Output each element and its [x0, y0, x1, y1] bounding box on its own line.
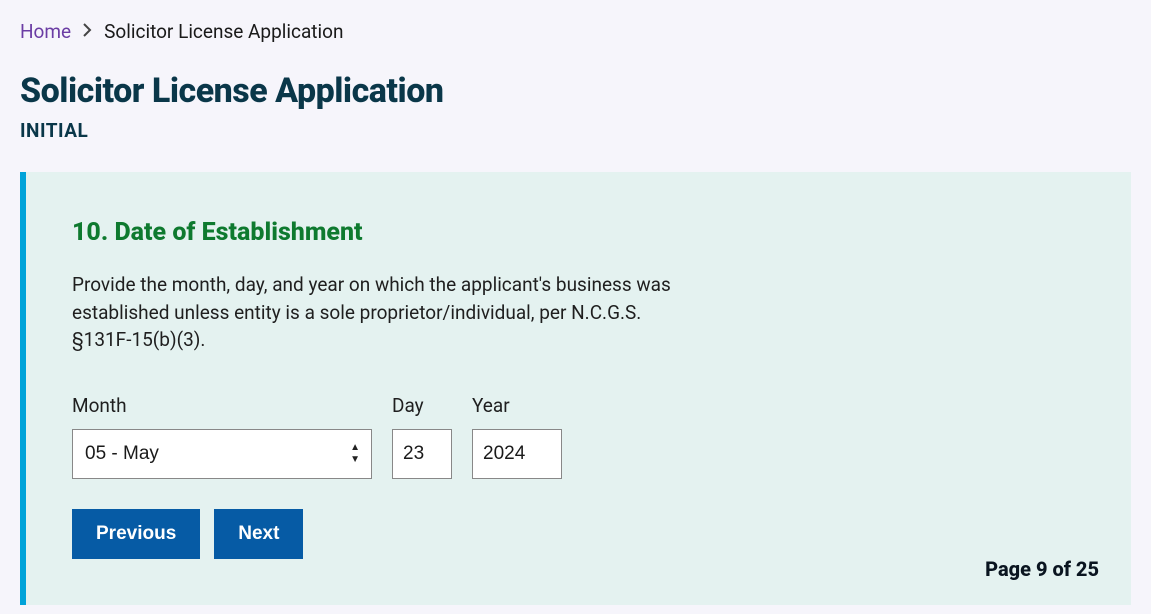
- year-label: Year: [472, 394, 562, 417]
- day-label: Day: [392, 394, 452, 417]
- year-input[interactable]: [472, 429, 562, 479]
- month-label: Month: [72, 394, 372, 417]
- nav-button-row: Previous Next: [72, 509, 1085, 559]
- next-button[interactable]: Next: [214, 509, 303, 559]
- month-select-wrap: 05 - May ▲▼: [72, 429, 372, 479]
- day-group: Day: [392, 394, 452, 479]
- form-card: 10. Date of Establishment Provide the mo…: [20, 172, 1131, 605]
- previous-button[interactable]: Previous: [72, 509, 200, 559]
- page-indicator: Page 9 of 25: [985, 557, 1099, 581]
- date-fields-row: Month 05 - May ▲▼ Day Year: [72, 394, 1085, 479]
- month-select[interactable]: 05 - May: [72, 429, 372, 479]
- section-description: Provide the month, day, and year on whic…: [72, 271, 672, 354]
- breadcrumb-home-link[interactable]: Home: [20, 20, 71, 43]
- chevron-right-icon: [83, 22, 92, 41]
- year-group: Year: [472, 394, 562, 479]
- month-group: Month 05 - May ▲▼: [72, 394, 372, 479]
- section-title: 10. Date of Establishment: [72, 218, 1085, 247]
- day-input[interactable]: [392, 429, 452, 479]
- page-title: Solicitor License Application: [20, 71, 1131, 111]
- page-subtitle: INITIAL: [20, 119, 1131, 142]
- breadcrumb: Home Solicitor License Application: [20, 20, 1131, 43]
- breadcrumb-current: Solicitor License Application: [104, 20, 343, 43]
